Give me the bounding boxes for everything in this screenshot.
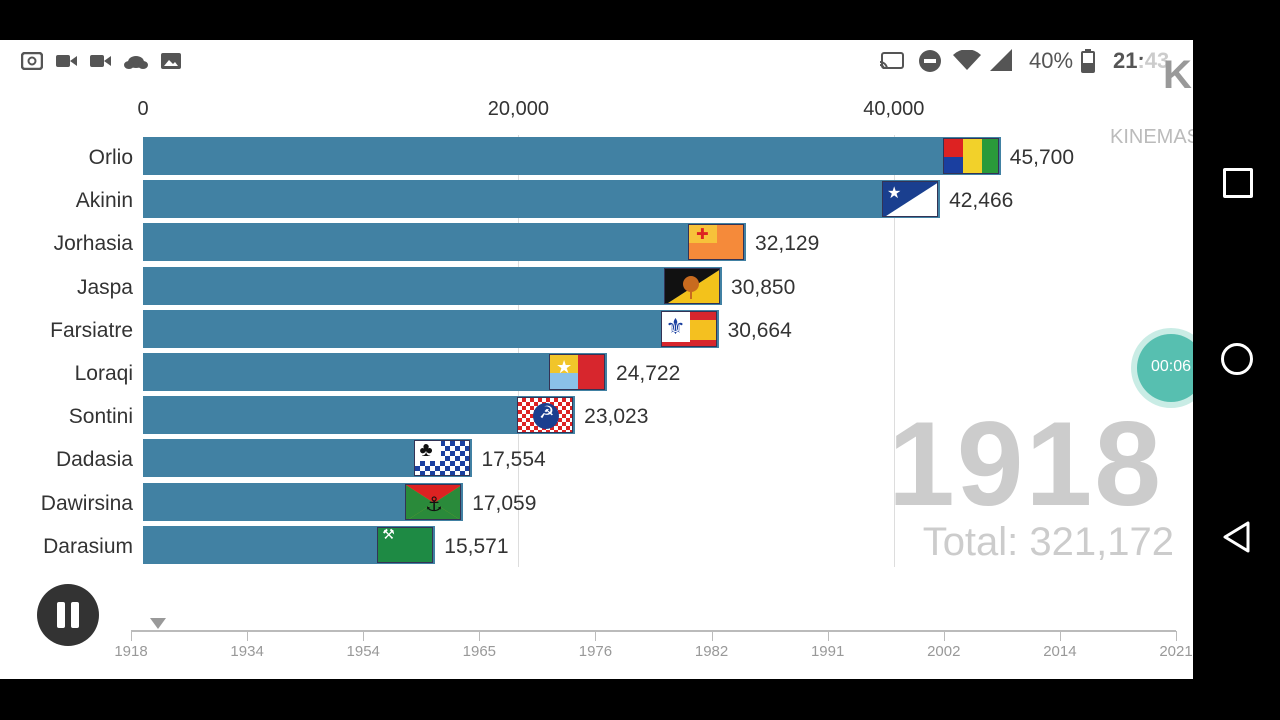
- gridline: [893, 135, 895, 567]
- value-label: 24,722: [616, 362, 681, 385]
- jorhasia-flag-icon: ✚: [688, 224, 745, 261]
- dadasia-flag-icon: ♣: [414, 440, 471, 477]
- gridline: [518, 135, 520, 567]
- value-label: 17,554: [481, 448, 546, 472]
- timeline-tick: [1176, 631, 1177, 641]
- image-icon: [161, 53, 181, 69]
- recording-timer-text: 00:06: [1150, 358, 1192, 375]
- timeline-tick: [711, 631, 713, 641]
- value-label: 17,059: [472, 491, 537, 515]
- home-button[interactable]: [1221, 343, 1253, 375]
- timeline-tick: [595, 631, 597, 641]
- farsiatre-flag-icon: ⚜: [660, 310, 717, 347]
- timeline-year-label: 2014: [1043, 643, 1077, 660]
- darasium-flag-icon: ⚒: [377, 526, 434, 563]
- video-camera-icon: [90, 55, 111, 67]
- svg-text:⚓: ⚓: [425, 494, 443, 516]
- category-label: Darasium: [43, 534, 133, 558]
- bar: [143, 137, 1001, 175]
- category-label: Dadasia: [55, 448, 133, 472]
- value-label: 42,466: [949, 189, 1014, 213]
- category-label: Orlio: [88, 146, 133, 169]
- back-button[interactable]: [1222, 520, 1252, 554]
- category-label: Jaspa: [76, 275, 133, 299]
- bar: [143, 180, 941, 219]
- timeline-year-label: 1934: [230, 643, 264, 660]
- value-label: 45,700: [1009, 146, 1075, 169]
- timeline-tick: [363, 631, 365, 641]
- dawirsina-flag-icon: ⚓: [405, 483, 462, 520]
- bar: [143, 396, 576, 435]
- orlio-flag-icon: [942, 138, 999, 174]
- timeline-tick: [131, 631, 132, 641]
- svg-text:★: ★: [887, 185, 901, 202]
- bar: [143, 353, 608, 391]
- pause-icon: [55, 602, 81, 628]
- x-tick-label: 0: [137, 98, 149, 120]
- value-label: 30,664: [727, 318, 792, 342]
- timeline-year-label: 2002: [927, 643, 961, 660]
- do-not-disturb-icon: [919, 50, 941, 72]
- akinin-flag-icon: ★: [882, 181, 939, 218]
- battery-level: 40%: [1029, 48, 1074, 73]
- sontini-flag-icon: ☭: [517, 397, 574, 434]
- timeline-year-label: 1976: [578, 643, 613, 660]
- jaspa-flag-icon: [664, 267, 721, 304]
- loraqi-flag-icon: ★: [549, 354, 606, 390]
- category-label: Akinin: [75, 189, 133, 213]
- category-label: Loraqi: [74, 362, 133, 385]
- timeline-tick: [827, 631, 829, 641]
- timeline-tick: [479, 631, 481, 641]
- timeline-track: [131, 630, 1176, 632]
- recents-button[interactable]: [1223, 168, 1253, 198]
- total-label: Total: 321,172: [922, 520, 1174, 564]
- bar: [143, 266, 723, 305]
- cloud-icon: [124, 56, 148, 69]
- video-camera-icon: [56, 55, 77, 67]
- timeline-tick: [1059, 631, 1061, 641]
- timeline-year-label: 1982: [694, 643, 729, 660]
- value-label: 23,023: [584, 405, 649, 429]
- android-nav-bar: [1193, 0, 1280, 720]
- bar: [143, 309, 719, 348]
- category-label: Farsiatre: [50, 318, 133, 342]
- value-label: 32,129: [755, 232, 820, 256]
- bar: [143, 223, 747, 262]
- current-year: 1918: [888, 397, 1163, 531]
- x-tick-label: 20,000: [487, 98, 549, 120]
- value-label: 30,850: [731, 275, 796, 299]
- category-label: Sontini: [68, 405, 133, 429]
- category-label: Jorhasia: [53, 232, 133, 256]
- timeline-year-label: 1991: [810, 643, 845, 660]
- pause-button[interactable]: [37, 584, 99, 646]
- timeline-year-label: 2021: [1159, 643, 1193, 660]
- battery-icon: [1081, 49, 1095, 73]
- timeline-year-label: 1965: [462, 643, 497, 660]
- timeline-handle[interactable]: [150, 618, 166, 629]
- timeline-tick: [943, 631, 945, 641]
- wifi-icon: [953, 50, 981, 70]
- x-tick-label: 40,000: [863, 98, 925, 120]
- timeline-year-label: 1954: [346, 643, 380, 660]
- value-label: 15,571: [444, 534, 509, 558]
- timeline-year-label: 1918: [114, 643, 148, 660]
- screen-record-icon: [21, 52, 43, 70]
- category-label: Dawirsina: [40, 491, 133, 515]
- signal-icon: [990, 49, 1012, 71]
- cast-icon: [879, 52, 904, 70]
- timeline-tick: [247, 631, 249, 641]
